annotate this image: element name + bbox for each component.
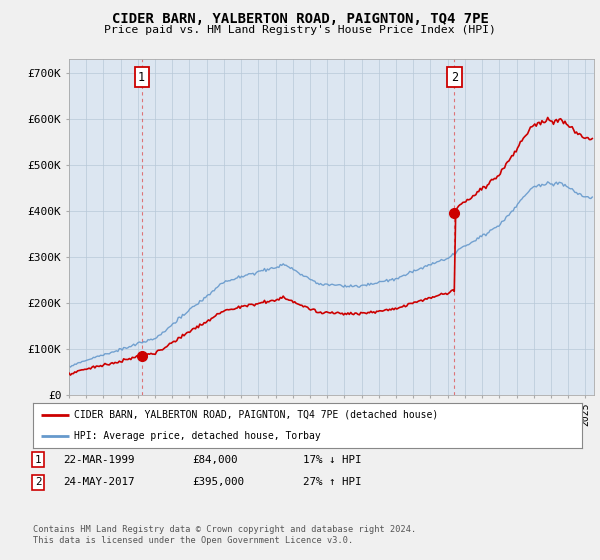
Text: 27% ↑ HPI: 27% ↑ HPI [303,477,361,487]
Text: CIDER BARN, YALBERTON ROAD, PAIGNTON, TQ4 7PE (detached house): CIDER BARN, YALBERTON ROAD, PAIGNTON, TQ… [74,410,439,420]
Text: £84,000: £84,000 [192,455,238,465]
Text: 1: 1 [138,71,145,83]
Text: HPI: Average price, detached house, Torbay: HPI: Average price, detached house, Torb… [74,431,321,441]
Text: 24-MAY-2017: 24-MAY-2017 [63,477,134,487]
Text: CIDER BARN, YALBERTON ROAD, PAIGNTON, TQ4 7PE: CIDER BARN, YALBERTON ROAD, PAIGNTON, TQ… [112,12,488,26]
Text: 1: 1 [35,455,41,465]
Text: Price paid vs. HM Land Registry's House Price Index (HPI): Price paid vs. HM Land Registry's House … [104,25,496,35]
Text: 2: 2 [35,477,41,487]
Text: £395,000: £395,000 [192,477,244,487]
Text: 17% ↓ HPI: 17% ↓ HPI [303,455,361,465]
Text: 2: 2 [451,71,458,83]
Text: Contains HM Land Registry data © Crown copyright and database right 2024.
This d: Contains HM Land Registry data © Crown c… [33,525,416,545]
Text: 22-MAR-1999: 22-MAR-1999 [63,455,134,465]
